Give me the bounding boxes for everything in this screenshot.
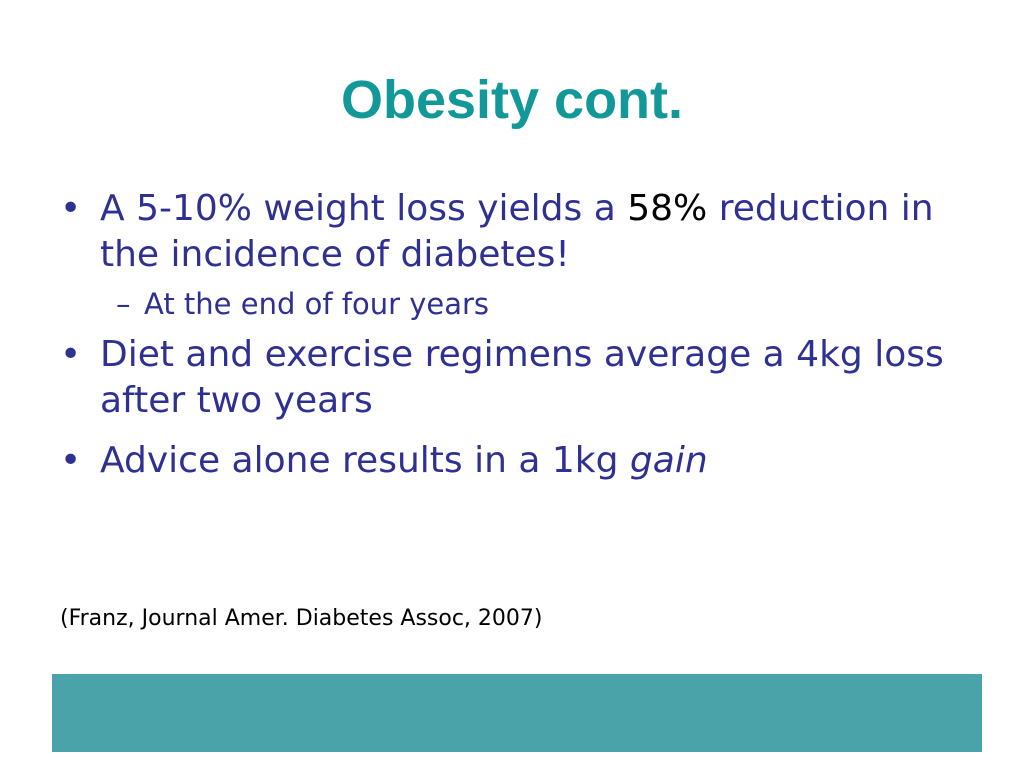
bullet-dot: • <box>60 334 82 375</box>
bullet-text: Diet and exercise regimens average a 4kg… <box>100 334 944 421</box>
bullet-dot: • <box>60 440 82 481</box>
bullet-dot: • <box>60 188 82 229</box>
sub-bullet-text: At the end of four years <box>144 287 490 321</box>
bullet-item: • A 5-10% weight loss yields a 58% reduc… <box>60 186 960 278</box>
sub-bullet-item: – At the end of four years <box>60 284 960 324</box>
bullet-text: A 5-10% weight loss yields a <box>100 188 628 229</box>
citation: (Franz, Journal Amer. Diabetes Assoc, 20… <box>60 606 543 631</box>
bullet-list: • A 5-10% weight loss yields a 58% reduc… <box>60 186 960 484</box>
bullet-item: • Advice alone results in a 1kg gain <box>60 438 960 484</box>
bullet-text: reduction in the incidence of diabetes! <box>100 188 934 275</box>
bullet-item: • Diet and exercise regimens average a 4… <box>60 332 960 424</box>
footer-bar <box>52 674 982 752</box>
highlight-value: 58% <box>627 188 708 229</box>
bullet-text: Advice alone results in a 1kg <box>100 440 630 481</box>
slide-title: Obesity cont. <box>340 70 684 130</box>
emphasis-word: gain <box>629 440 708 481</box>
sub-bullet-dash: – <box>116 287 131 321</box>
